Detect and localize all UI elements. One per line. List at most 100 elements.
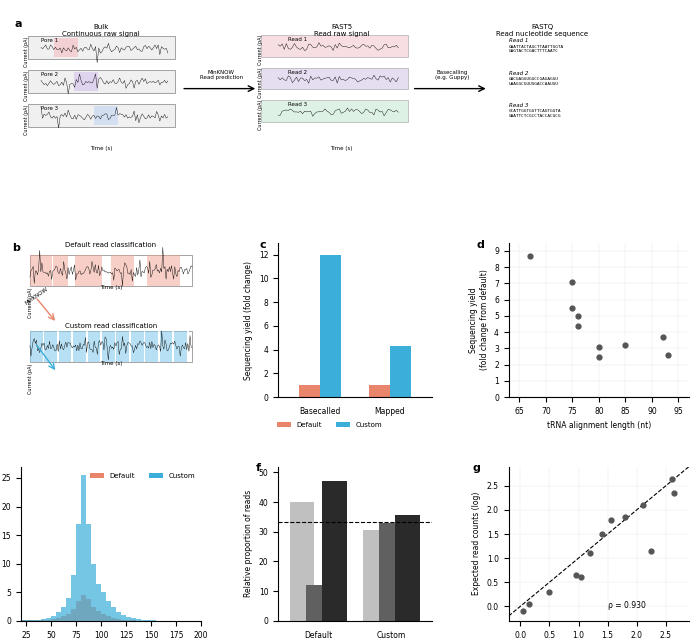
Text: Basecalling
(e.g. Guppy): Basecalling (e.g. Guppy): [435, 70, 469, 81]
Bar: [56, 618, 61, 621]
Bar: [46, 618, 51, 621]
Bar: [129, 331, 131, 362]
Text: Bulk
Continuous raw signal: Bulk Continuous raw signal: [62, 24, 140, 37]
Text: Current (pA): Current (pA): [24, 104, 29, 134]
Point: [605, 515, 616, 525]
Bar: [106, 601, 111, 621]
Y-axis label: Relative proportion of reads: Relative proportion of reads: [244, 490, 253, 597]
Bar: [111, 618, 116, 621]
Point: [637, 500, 648, 510]
Bar: [100, 331, 102, 362]
Bar: [136, 619, 141, 621]
Point: [657, 332, 668, 342]
Bar: [54, 38, 78, 57]
Text: g: g: [473, 463, 480, 474]
Text: Time (s): Time (s): [100, 285, 122, 290]
Bar: [74, 72, 97, 91]
Text: GAATTACTAGCTTAATTGGTA
GAGTACTCGACTTTCAATC: GAATTACTAGCTTAATTGGTA GAGTACTCGACTTTCAAT…: [509, 45, 564, 53]
Text: Pore 1: Pore 1: [41, 38, 58, 44]
Text: Current (pA): Current (pA): [258, 35, 263, 65]
Y-axis label: Sequencing yield (fold change): Sequencing yield (fold change): [244, 260, 253, 380]
Bar: [262, 100, 409, 122]
Bar: [306, 585, 331, 621]
Text: Current (pA): Current (pA): [28, 287, 33, 318]
Bar: [96, 584, 101, 621]
Bar: [28, 70, 175, 93]
Bar: [299, 385, 320, 397]
Bar: [51, 616, 56, 621]
Bar: [30, 331, 192, 362]
Bar: [369, 385, 390, 397]
Bar: [102, 331, 115, 362]
Text: GCATTGGTGGTTCAGTGGTA
GAATTCTCGCCTACCACGCG: GCATTGGTGGTTCAGTGGTA GAATTCTCGCCTACCACGC…: [509, 109, 561, 118]
Point: [567, 276, 578, 287]
Bar: [45, 331, 57, 362]
Point: [620, 340, 631, 350]
Bar: [91, 564, 96, 621]
Bar: [30, 255, 192, 286]
Bar: [116, 612, 121, 621]
Bar: [96, 611, 101, 621]
Text: Read 3: Read 3: [509, 103, 528, 108]
Text: Read 2: Read 2: [288, 70, 307, 75]
Y-axis label: Expected read counts (log): Expected read counts (log): [473, 492, 482, 595]
Point: [669, 488, 680, 498]
Text: Read 1: Read 1: [288, 37, 307, 42]
Bar: [158, 331, 160, 362]
Bar: [121, 615, 126, 621]
Bar: [28, 36, 175, 60]
Bar: [28, 104, 175, 127]
Bar: [111, 607, 116, 621]
Y-axis label: Sequencing yield
(fold change from default): Sequencing yield (fold change from defau…: [469, 269, 489, 371]
Bar: [76, 601, 81, 621]
Bar: [76, 524, 81, 621]
Text: Custom read classification: Custom read classification: [65, 323, 157, 329]
Bar: [320, 255, 341, 397]
Text: Current (pA): Current (pA): [24, 70, 29, 100]
Point: [596, 529, 608, 539]
Point: [572, 311, 583, 321]
Bar: [81, 475, 86, 621]
Bar: [262, 35, 409, 57]
Point: [523, 599, 535, 609]
Text: Current (pA): Current (pA): [28, 363, 33, 394]
Point: [570, 570, 581, 580]
Bar: [41, 619, 46, 621]
Bar: [66, 598, 71, 621]
Point: [593, 351, 604, 362]
Bar: [390, 346, 411, 397]
Bar: [61, 607, 66, 621]
Bar: [173, 331, 174, 362]
Point: [666, 474, 677, 484]
Text: ρ = 0.930: ρ = 0.930: [608, 602, 646, 611]
Point: [646, 546, 657, 556]
Bar: [88, 331, 100, 362]
Bar: [116, 331, 129, 362]
Point: [663, 350, 674, 360]
Text: Pore 2: Pore 2: [41, 72, 58, 77]
Text: Default read classification: Default read classification: [65, 243, 157, 248]
Bar: [61, 616, 66, 621]
Bar: [322, 481, 347, 621]
Text: Read 3: Read 3: [288, 102, 307, 107]
Bar: [75, 255, 102, 286]
Bar: [146, 620, 151, 621]
Text: MinKNOW
Read prediction: MinKNOW Read prediction: [200, 70, 243, 81]
Bar: [160, 331, 173, 362]
Bar: [30, 255, 52, 286]
Bar: [51, 619, 56, 621]
Bar: [290, 502, 315, 621]
Text: Pore 3: Pore 3: [41, 106, 58, 111]
Text: Current (pA): Current (pA): [258, 67, 263, 98]
Text: a: a: [14, 19, 22, 29]
Bar: [95, 106, 118, 125]
Text: f: f: [255, 463, 260, 474]
Legend: Default, Custom: Default, Custom: [274, 419, 385, 431]
Point: [518, 606, 529, 616]
Point: [544, 587, 555, 597]
Point: [524, 251, 535, 261]
Bar: [147, 255, 180, 286]
Point: [576, 572, 587, 582]
Text: Read 2: Read 2: [509, 71, 528, 76]
Point: [593, 342, 604, 352]
